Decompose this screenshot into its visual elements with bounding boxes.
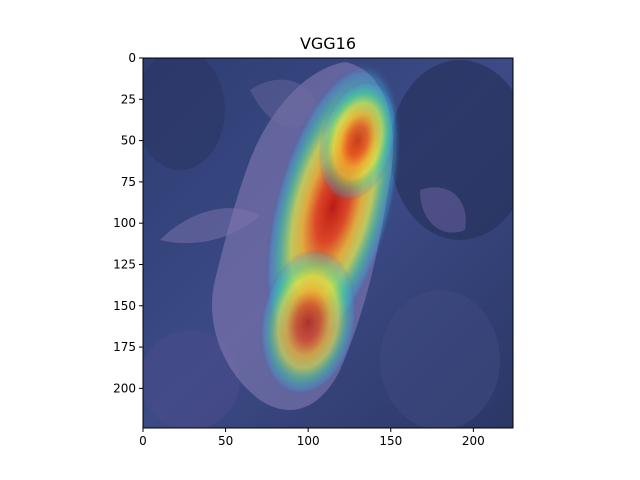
foliage-patch — [143, 58, 225, 170]
heatmap-image — [143, 58, 513, 428]
leaf-shape — [250, 79, 320, 128]
activation-hotspot — [318, 79, 397, 202]
activation-layer — [259, 62, 402, 396]
y-tick-label: 200 — [113, 381, 136, 395]
leaf-shape — [160, 208, 260, 244]
plot-frame — [142, 57, 514, 429]
x-tick-label: 100 — [297, 434, 320, 448]
chart-title: VGG16 — [300, 34, 356, 53]
y-axis: 0 25 50 75 100 125 150 175 200 — [113, 51, 143, 395]
x-axis: 0 50 100 150 200 — [139, 428, 485, 448]
activation-hotspot — [259, 248, 357, 396]
x-tick-label: 150 — [379, 434, 402, 448]
foliage-patch — [143, 330, 240, 428]
y-tick-label: 50 — [121, 134, 136, 148]
y-tick-label: 25 — [121, 92, 136, 106]
leaf-shape — [420, 187, 466, 233]
y-tick-label: 100 — [113, 216, 136, 230]
y-tick-label: 125 — [113, 257, 136, 271]
foliage-patch — [380, 290, 500, 428]
x-tick-label: 50 — [218, 434, 233, 448]
x-tick-label: 0 — [139, 434, 147, 448]
y-tick-label: 175 — [113, 340, 136, 354]
y-tick-label: 75 — [121, 175, 136, 189]
y-tick-label: 150 — [113, 299, 136, 313]
x-tick-label: 200 — [462, 434, 485, 448]
y-tick-label: 0 — [128, 51, 136, 65]
